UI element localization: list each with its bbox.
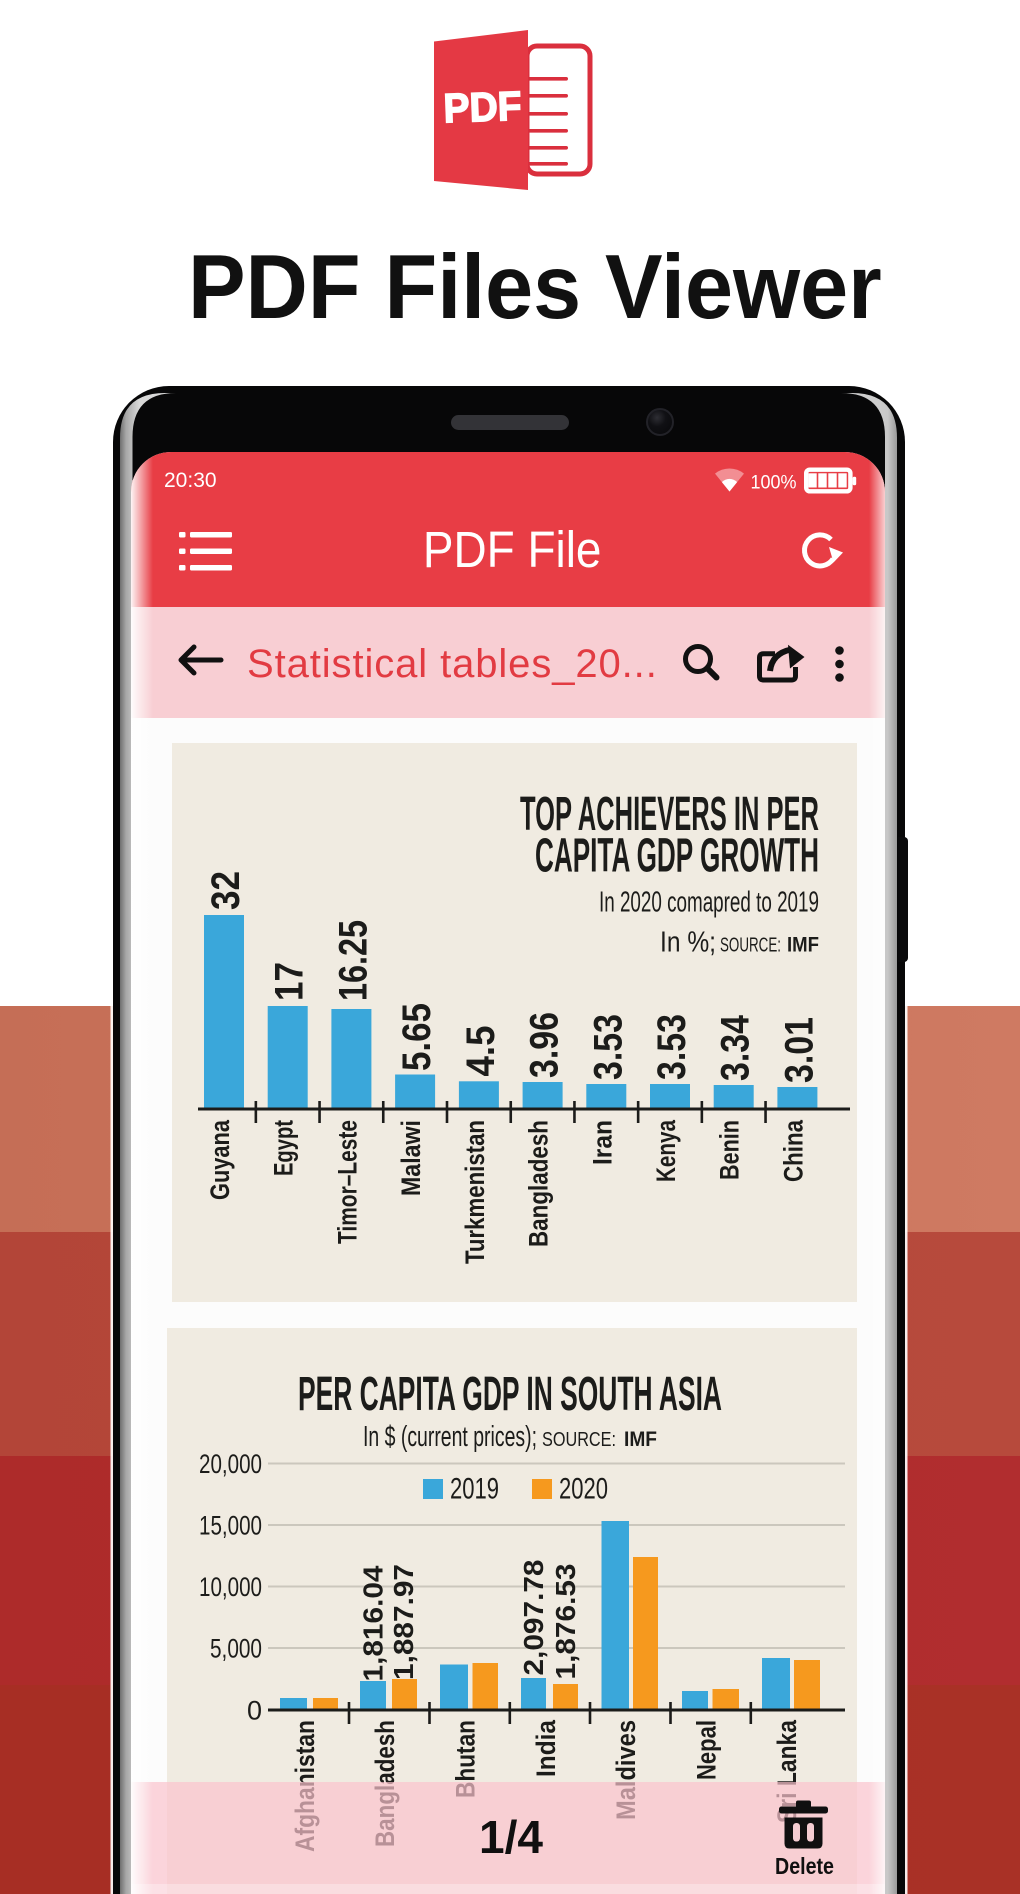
svg-text:TOP ACHIEVERS IN PER: TOP ACHIEVERS IN PER [520,788,819,841]
svg-text:2019: 2019 [450,1473,499,1506]
svg-text:Timor–Leste: Timor–Leste [332,1120,362,1244]
svg-text:IMF: IMF [787,934,819,957]
svg-text:0: 0 [247,1696,262,1726]
svg-text:PDF: PDF [443,83,523,132]
svg-text:Malawi: Malawi [396,1120,426,1196]
svg-text:3.53: 3.53 [650,1014,694,1080]
svg-text:5.65: 5.65 [395,1003,439,1071]
svg-text:1,876.53: 1,876.53 [550,1564,581,1680]
svg-text:4.5: 4.5 [459,1026,503,1077]
svg-text:Egypt: Egypt [269,1120,299,1176]
svg-text:100%: 100% [751,472,797,494]
svg-text:3.34: 3.34 [714,1014,758,1081]
svg-text:India: India [531,1719,561,1777]
svg-text:SOURCE:: SOURCE: [720,934,781,957]
svg-text:In $ (current prices);: In $ (current prices); [363,1421,537,1453]
svg-text:1,887.97: 1,887.97 [388,1564,419,1680]
svg-text:PER CAPITA GDP IN SOUTH ASIA: PER CAPITA GDP IN SOUTH ASIA [298,1368,722,1421]
svg-text:3.01: 3.01 [777,1017,821,1083]
svg-text:Kenya: Kenya [651,1119,681,1182]
svg-text:32: 32 [204,871,248,910]
svg-text:CAPITA GDP GROWTH: CAPITA GDP GROWTH [535,830,819,883]
svg-text:2020: 2020 [559,1473,608,1506]
svg-text:Delete: Delete [775,1853,834,1879]
svg-text:Guyana: Guyana [205,1119,235,1200]
svg-text:In 2020 comapred to 2019: In 2020 comapred to 2019 [599,887,819,919]
svg-text:17: 17 [268,962,312,1001]
svg-text:3.96: 3.96 [523,1012,567,1078]
svg-text:Benin: Benin [715,1120,745,1180]
svg-text:1,816.04: 1,816.04 [358,1565,389,1681]
svg-text:2,097.78: 2,097.78 [518,1560,549,1676]
svg-text:Turkmenistan: Turkmenistan [460,1120,490,1264]
svg-text:15,000: 15,000 [199,1511,262,1541]
svg-text:16.25: 16.25 [331,920,375,1001]
svg-text:20,000: 20,000 [199,1449,262,1479]
svg-text:Iran: Iran [587,1120,617,1165]
svg-text:SOURCE:: SOURCE: [542,1428,616,1451]
svg-text:IMF: IMF [624,1428,657,1451]
svg-text:Bangladesh: Bangladesh [524,1120,554,1247]
svg-text:In %;: In %; [660,927,716,959]
svg-text:Nepal: Nepal [692,1720,722,1780]
svg-text:China: China [778,1119,808,1182]
svg-text:5,000: 5,000 [210,1634,262,1664]
svg-text:3.53: 3.53 [586,1014,630,1080]
svg-text:10,000: 10,000 [199,1572,262,1602]
